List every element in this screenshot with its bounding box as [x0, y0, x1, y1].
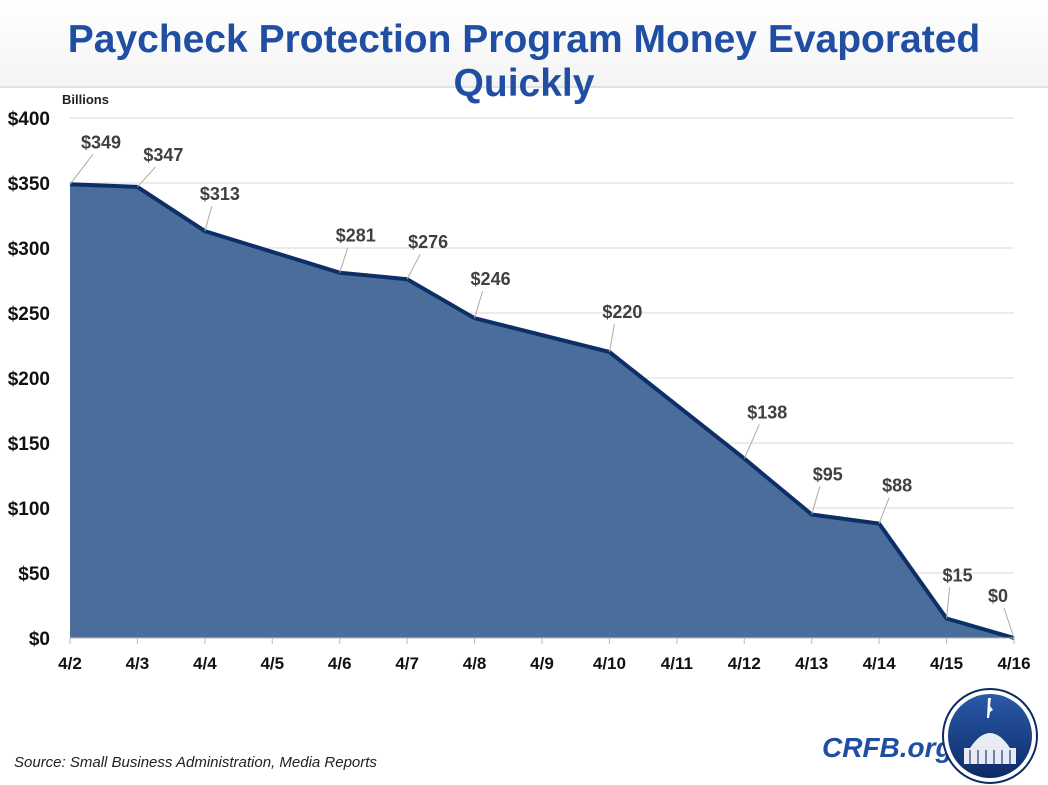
y-tick-label: $250	[8, 304, 50, 325]
y-tick-label: $200	[8, 369, 50, 390]
leader-line	[608, 323, 615, 353]
source-note: Source: Small Business Administration, M…	[14, 754, 377, 771]
leader-line	[743, 424, 760, 459]
series-line	[69, 182, 1015, 640]
y-tick-label: $400	[8, 109, 50, 130]
y-tick-label: $100	[8, 499, 50, 520]
data-label: $220	[602, 302, 642, 322]
leader-line	[811, 486, 821, 515]
y-tick-label: $300	[8, 239, 50, 260]
y-tick-label: $150	[8, 434, 50, 455]
data-label: $95	[813, 465, 843, 485]
x-tick-label: 4/10	[593, 654, 626, 673]
x-tick-label: 4/4	[193, 654, 217, 673]
x-tick-label: 4/11	[661, 654, 693, 673]
data-label: $88	[882, 476, 912, 496]
leader-line	[204, 205, 213, 232]
leader-line	[1003, 607, 1015, 639]
y-tick-label: $350	[8, 174, 50, 195]
chart-title: Paycheck Protection Program Money Evapor…	[67, 18, 981, 105]
leader-line	[339, 247, 349, 273]
x-tick-label: 4/6	[328, 654, 352, 673]
y-tick-label: $50	[18, 564, 50, 585]
leader-line	[946, 587, 951, 619]
x-tick-label: 4/14	[863, 654, 897, 673]
data-label: $276	[408, 232, 448, 252]
x-tick-label: 4/5	[260, 654, 284, 673]
leader-line	[878, 497, 890, 524]
area-fill	[70, 184, 1014, 639]
x-tick-label: 4/12	[728, 654, 761, 673]
data-label: $281	[336, 226, 376, 246]
data-label: $347	[143, 145, 183, 165]
x-tick-label: 4/3	[126, 654, 150, 673]
data-label: $15	[943, 566, 973, 586]
crfb-capitol-logo	[942, 688, 1038, 784]
x-tick-label: 4/2	[58, 654, 82, 673]
x-tick-label: 4/9	[530, 654, 554, 673]
data-label: $313	[200, 184, 240, 204]
x-tick-label: 4/13	[795, 654, 828, 673]
y-tick-label: $0	[29, 629, 50, 650]
x-tick-label: 4/16	[997, 654, 1030, 673]
leader-line	[137, 166, 156, 188]
data-label: $246	[471, 269, 511, 289]
leader-line	[69, 153, 94, 185]
x-tick-label: 4/7	[395, 654, 419, 673]
data-label: $349	[81, 132, 121, 152]
x-tick-label: 4/8	[463, 654, 487, 673]
x-tick-label: 4/15	[930, 654, 963, 673]
data-label: $138	[747, 403, 787, 423]
leader-line	[474, 291, 484, 319]
brand-link[interactable]: CRFB.org	[822, 732, 953, 763]
y-axis-label: Billions	[62, 92, 109, 107]
leader-line	[406, 253, 421, 280]
data-label: $0	[988, 586, 1008, 606]
title-bar	[0, 0, 1048, 88]
